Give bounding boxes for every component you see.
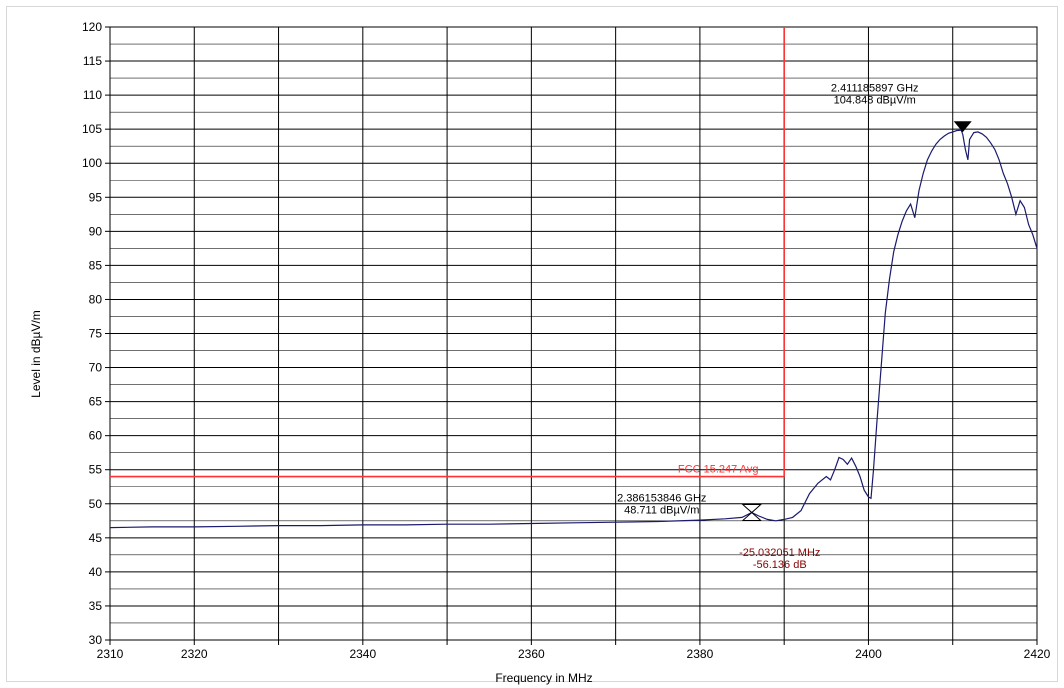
x-tick-label: 2360: [518, 647, 545, 661]
limit-layer: [110, 27, 785, 478]
y-tick-label: 60: [89, 429, 103, 443]
y-tick-label: 30: [89, 633, 103, 647]
peak-marker-level: 104.848 dBµV/m: [834, 94, 916, 106]
spectrum-trace: [109, 129, 1038, 529]
delta-frequency-offset: -25.032051 MHz: [739, 547, 820, 559]
label-layer: 30 35 40 45 50 55 60 65 70 75 80 85 90 95 100 105 110 115…: [82, 20, 1051, 661]
x-tick-label: 2320: [181, 647, 208, 661]
x-tick-label: 2420: [1024, 647, 1051, 661]
x-tick-label: 2400: [855, 647, 882, 661]
chart-frame: [6, 6, 1058, 682]
delta-marker-frequency: 2.386153846 GHz: [617, 493, 706, 505]
trace-layer: [109, 129, 1038, 529]
y-tick-label: 115: [83, 54, 102, 68]
delta-marker-up: [741, 511, 763, 522]
x-tick-label: 2340: [349, 647, 376, 661]
peak-marker-frequency: 2.411185897 GHz: [831, 83, 919, 95]
y-tick-label: 55: [89, 463, 103, 477]
peak-marker-triangle: [953, 121, 972, 133]
x-tick-label: 2310: [97, 647, 124, 661]
y-tick-label: 70: [89, 361, 103, 375]
delta-marker-level: 48.711 dBµV/m: [624, 504, 699, 516]
y-tick-label: 75: [89, 327, 103, 341]
y-tick-label: 35: [89, 599, 103, 613]
x-tick-label: 2380: [687, 647, 714, 661]
y-tick-label: 85: [89, 258, 103, 272]
y-tick-label: 95: [89, 190, 103, 204]
y-tick-label: 120: [82, 20, 102, 34]
y-tick-label: 80: [89, 292, 103, 306]
y-tick-label: 65: [89, 395, 103, 409]
plot-border: [109, 26, 1038, 641]
y-tick-label: 45: [89, 531, 103, 545]
y-tick-label: 90: [89, 224, 103, 238]
y-tick-label: 50: [89, 497, 103, 511]
delta-level-offset: -56.136 dB: [753, 559, 807, 571]
marker-layer: [741, 121, 972, 522]
delta-marker-down: [741, 504, 763, 514]
grid-layer: [105, 26, 1038, 645]
y-tick-label: 40: [89, 565, 103, 579]
y-axis-title: Level in dBµV/m: [29, 310, 43, 398]
x-axis-title: Frequency in MHz: [495, 671, 592, 685]
y-tick-label: 100: [82, 156, 102, 170]
y-tick-label: 110: [83, 88, 102, 102]
limit-line-label: FCC 15.247 Avg: [678, 464, 759, 476]
y-tick-label: 105: [82, 122, 102, 136]
